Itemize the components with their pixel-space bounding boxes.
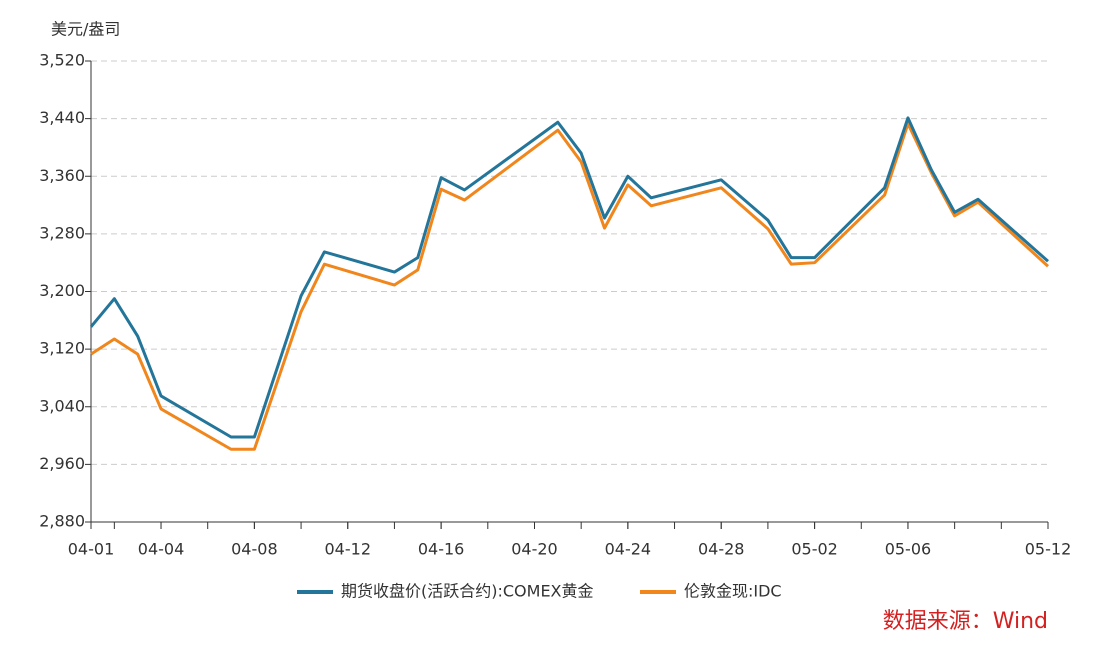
legend-label: 伦敦金现:IDC — [684, 582, 782, 601]
x-tick-label: 04-20 — [511, 540, 558, 559]
x-tick-label: 04-16 — [418, 540, 465, 559]
x-tick-label: 04-12 — [325, 540, 372, 559]
x-tick-label: 05-12 — [1025, 540, 1072, 559]
x-tick-label: 04-04 — [138, 540, 185, 559]
x-tick-label: 04-28 — [698, 540, 745, 559]
x-tick-label: 04-24 — [605, 540, 652, 559]
x-tick-label: 05-02 — [791, 540, 838, 559]
y-tick-label: 3,360 — [39, 166, 85, 185]
y-tick-label: 3,440 — [39, 108, 85, 127]
y-tick-label: 3,520 — [39, 51, 85, 70]
series-line — [89, 116, 1049, 439]
series-line — [90, 122, 1050, 451]
y-tick-label: 2,880 — [39, 512, 85, 531]
y-tick-label: 3,120 — [39, 339, 85, 358]
y-tick-label: 2,960 — [39, 454, 85, 473]
x-tick-label: 04-01 — [68, 540, 115, 559]
source: 数据来源：Wind — [883, 609, 1048, 634]
y-tick-label: 3,200 — [39, 281, 85, 300]
x-tick-label: 04-08 — [231, 540, 278, 559]
y-tick-label: 3,280 — [39, 223, 85, 242]
y-tick-label: 3,040 — [39, 396, 85, 415]
legend-label: 期货收盘价(活跃合约):COMEX黄金 — [341, 582, 594, 601]
x-tick-label: 05-06 — [885, 540, 932, 559]
y-axis-unit: 美元/盎司 — [51, 20, 120, 39]
